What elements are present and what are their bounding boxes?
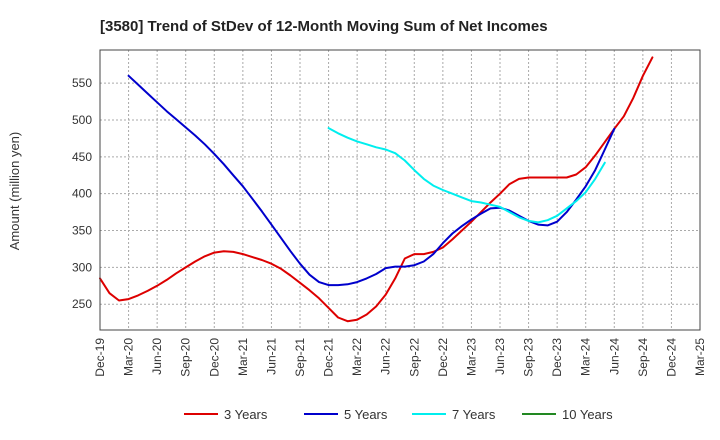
x-tick-label: Dec-21 xyxy=(322,338,336,377)
plot-frame xyxy=(99,49,701,331)
y-tick-label: 550 xyxy=(72,76,92,90)
x-tick-label: Mar-20 xyxy=(122,338,136,376)
legend-label: 5 Years xyxy=(344,407,388,422)
x-tick-label: Sep-21 xyxy=(293,338,307,377)
x-tick-label: Dec-24 xyxy=(664,338,678,377)
grid-lines xyxy=(100,50,700,330)
x-tick-label: Sep-24 xyxy=(636,338,650,377)
legend-label: 10 Years xyxy=(562,407,613,422)
x-tick-label: Dec-20 xyxy=(207,338,221,377)
x-tick-label: Sep-23 xyxy=(522,338,536,377)
x-tick-label: Sep-22 xyxy=(407,338,421,377)
x-tick-labels: Dec-19 Mar-20 Jun-20 Sep-20 Dec-20 Mar-21 Jun-… xyxy=(93,338,707,377)
x-tick-label: Mar-23 xyxy=(464,338,478,376)
x-tick-label: Sep-20 xyxy=(179,338,193,377)
chart-title: [3580] Trend of StDev of 12-Month Moving… xyxy=(100,18,548,35)
x-tick-label: Jun-23 xyxy=(493,338,507,375)
y-tick-labels: 250 300 350 400 450 500 550 xyxy=(72,76,92,311)
x-tick-label: Dec-22 xyxy=(436,338,450,377)
x-tick-label: Dec-23 xyxy=(550,338,564,377)
x-tick-label: Jun-21 xyxy=(264,338,278,375)
legend: 3 Years 5 Years 7 Years 10 Years xyxy=(184,407,613,422)
y-tick-label: 350 xyxy=(72,224,92,238)
x-tick-label: Mar-22 xyxy=(350,338,364,376)
y-tick-label: 400 xyxy=(72,187,92,201)
x-tick-label: Jun-20 xyxy=(150,338,164,375)
y-axis-label: Amount (million yen) xyxy=(7,132,22,251)
series-lines xyxy=(99,56,654,323)
x-tick-label: Dec-19 xyxy=(93,338,107,377)
series-line-5-years xyxy=(127,74,616,287)
series-line-3-years xyxy=(99,56,654,323)
legend-label: 7 Years xyxy=(452,407,496,422)
x-tick-label: Mar-25 xyxy=(693,338,707,376)
x-tick-label: Mar-24 xyxy=(579,338,593,376)
y-tick-label: 450 xyxy=(72,150,92,164)
y-tick-label: 300 xyxy=(72,260,92,274)
x-tick-label: Jun-24 xyxy=(607,338,621,375)
y-tick-label: 500 xyxy=(72,113,92,127)
legend-label: 3 Years xyxy=(224,407,268,422)
x-tick-label: Mar-21 xyxy=(236,338,250,376)
x-tick-label: Jun-22 xyxy=(379,338,393,375)
y-tick-label: 250 xyxy=(72,297,92,311)
series-line-7-years xyxy=(327,127,606,224)
